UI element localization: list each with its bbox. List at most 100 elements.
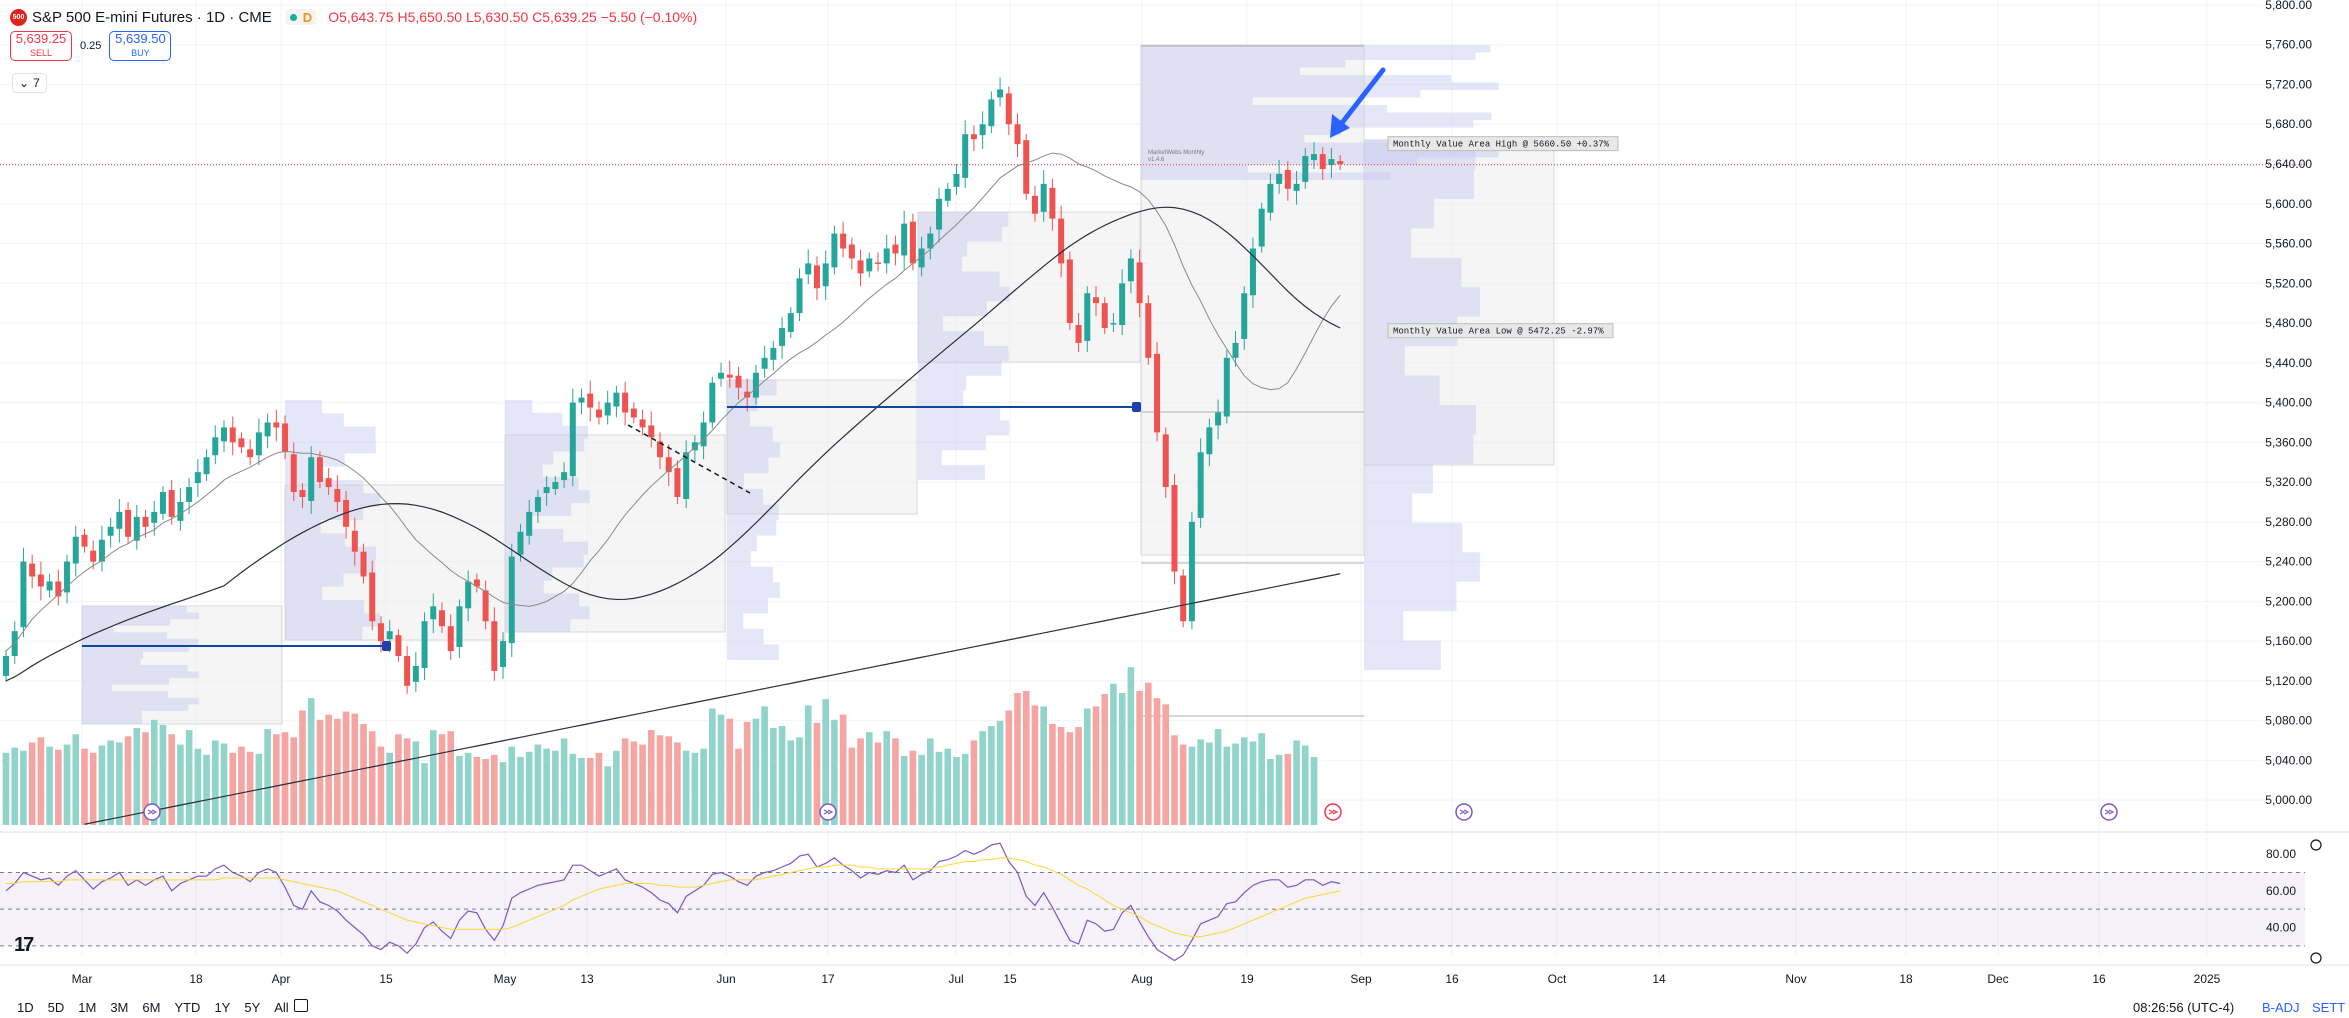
indicators-count: 7 [33,76,40,90]
volume-bar [761,706,768,825]
sell-price: 5,639.25 [15,31,67,46]
candle-body [936,198,943,230]
tradingview-logo-icon[interactable]: 17 [14,934,34,956]
ohlc-close: C5,639.25 [532,9,597,25]
timeframe-1m[interactable]: 1M [78,1000,97,1015]
sett-button[interactable]: SETT [2312,1000,2346,1015]
candle-body [691,442,698,451]
candle-body [142,516,149,527]
candle-body [1075,325,1082,343]
volume-bar [133,728,141,825]
volume-bar [1101,694,1109,825]
candle [465,570,472,622]
candle-body [1014,124,1021,145]
date-tick-label: Mar [72,972,93,986]
volume-bar [674,742,681,825]
timeframe-5y[interactable]: 5Y [244,1000,261,1015]
volume-bar [796,737,803,825]
volume-bar [1232,743,1239,825]
candle [98,525,105,572]
trade-panel: 5,639.25 SELL 0.25 5,639.50 BUY [10,31,172,61]
candle-body [404,656,411,686]
volume-bar [1293,740,1300,825]
market-status-badge[interactable]: D [285,9,317,25]
candle-body [473,579,480,587]
candle-body [168,490,175,517]
candle [430,593,437,634]
candle-body [779,328,786,346]
date-tick-label: 2025 [2194,972,2221,986]
candle-body [909,221,916,264]
candle [909,213,916,271]
calendar-icon[interactable] [294,999,308,1012]
sma200-line [84,573,1341,825]
candle [64,554,71,604]
candle [369,560,376,631]
timeframe-1d[interactable]: 1D [17,1000,34,1015]
candle-body [595,409,602,418]
badj-button[interactable]: B-ADJ [2262,1000,2300,1015]
spread-value: 0.25 [80,40,102,52]
candle [334,475,341,512]
date-tick-label: 17 [821,972,835,986]
timeframe-3m[interactable]: 3M [110,1000,129,1015]
volume-bar [770,728,777,825]
candle [1005,86,1012,136]
indicators-toggle[interactable]: ⌄ 7 [12,73,47,93]
marker-head [1132,402,1141,412]
price-tick-label: 5,520.00 [2265,276,2312,290]
candle [997,77,1004,107]
candle [988,91,995,134]
volume-bar [203,754,210,825]
price-tick-label: 5,680.00 [2265,117,2312,131]
candle-body [508,556,515,644]
volume-bar [482,759,489,825]
candle [944,182,951,207]
volume-bar [168,734,175,825]
candle [1206,418,1213,467]
volume-bar [307,698,315,825]
candle-body [159,492,166,514]
candle [1337,155,1344,170]
candle [116,498,123,543]
volume-bar [1092,706,1100,825]
timeframe-6m[interactable]: 6M [142,1000,161,1015]
volume-bar [1127,667,1135,825]
buy-button[interactable]: 5,639.50 BUY [109,31,172,61]
volume-bar [360,723,367,825]
candle-body [203,457,210,475]
volume-bar [55,749,62,825]
timeframe-5d[interactable]: 5D [47,1000,65,1015]
candle-body [1084,293,1091,341]
candle [595,401,602,425]
candle-body [1293,183,1300,191]
timeframe-ytd[interactable]: YTD [174,1000,201,1015]
candle-body [500,641,507,667]
volume-bar [534,744,542,825]
volume-bar [377,746,385,825]
candle [37,561,44,601]
volume-bar [98,745,106,825]
volume-bar [1240,737,1248,825]
marker-head [382,641,391,651]
timeframe-all[interactable]: All [274,1000,289,1015]
candle [866,252,873,278]
timeframe-1y[interactable]: 1Y [214,1000,231,1015]
candle-body [238,438,245,448]
candle-body [1188,521,1195,622]
sell-button[interactable]: 5,639.25 SELL [10,31,72,61]
candle [1215,399,1222,440]
volume-bar [116,742,123,825]
symbol-title[interactable]: S&P 500 E-mini Futures · 1D · CME [32,8,272,26]
candle-body [883,248,890,264]
clock[interactable]: 08:26:56 (UTC-4) [2133,1000,2235,1015]
sma50-line [5,206,1341,682]
candle-body [657,441,663,458]
volume-bar [604,766,611,825]
volume-bar [927,738,934,825]
volume-bar [900,755,908,825]
chevron-down-icon: ⌄ [19,76,30,90]
candle-body [892,244,899,254]
date-tick-label: Sep [1350,972,1372,986]
